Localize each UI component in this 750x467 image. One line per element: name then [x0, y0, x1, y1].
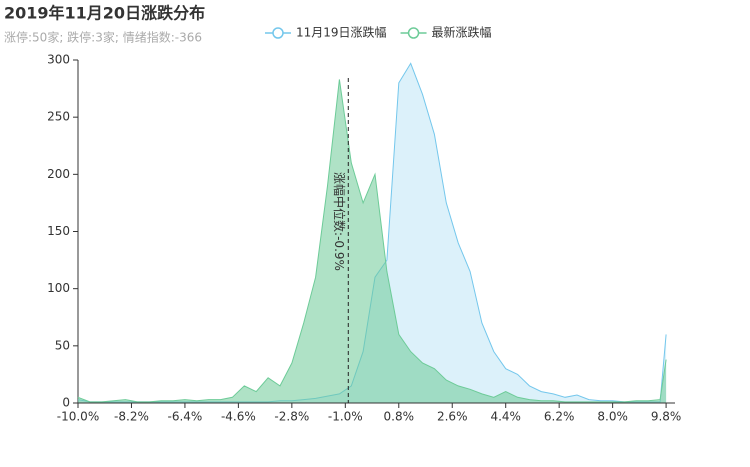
- legend-item: 11月19日涨跌幅: [265, 25, 387, 40]
- x-tick-label: -2.8%: [274, 410, 309, 424]
- x-tick-label: 9.8%: [651, 410, 682, 424]
- y-tick-label: 150: [47, 224, 70, 238]
- x-tick-label: -8.2%: [114, 410, 149, 424]
- y-tick-label: 200: [47, 167, 70, 181]
- area-line: [77, 79, 667, 403]
- x-tick-label: -1.0%: [328, 410, 363, 424]
- x-tick-label: 6.2%: [544, 410, 575, 424]
- legend-marker: [407, 27, 420, 39]
- x-tick-label: -10.0%: [57, 410, 99, 424]
- area-fill: [78, 79, 667, 404]
- y-tick-label: 100: [47, 281, 70, 295]
- median-label: 涨幅中位数:-0.9%: [332, 172, 347, 271]
- legend-item: 最新涨跌幅: [400, 25, 492, 40]
- y-tick-label: 300: [47, 53, 70, 67]
- x-tick-label: -4.6%: [221, 410, 256, 424]
- x-tick-label: 8.0%: [597, 410, 628, 424]
- x-tick-label: 2.6%: [437, 410, 468, 424]
- chart-subtitle: 涨停:50家; 跌停:3家; 情绪指数:-366: [4, 30, 202, 45]
- legend-label: 最新涨跌幅: [432, 25, 492, 40]
- y-tick-label: 50: [55, 338, 70, 352]
- x-tick-label: 0.8%: [384, 410, 415, 424]
- y-tick-label: 250: [47, 110, 70, 124]
- x-tick-label: 4.4%: [490, 410, 521, 424]
- legend-marker: [272, 27, 284, 39]
- legend-label: 11月19日涨跌幅: [296, 25, 387, 40]
- chart-title: 2019年11月20日涨跌分布: [4, 4, 205, 23]
- x-tick-label: -6.4%: [168, 410, 203, 424]
- y-tick-label: 0: [62, 396, 70, 410]
